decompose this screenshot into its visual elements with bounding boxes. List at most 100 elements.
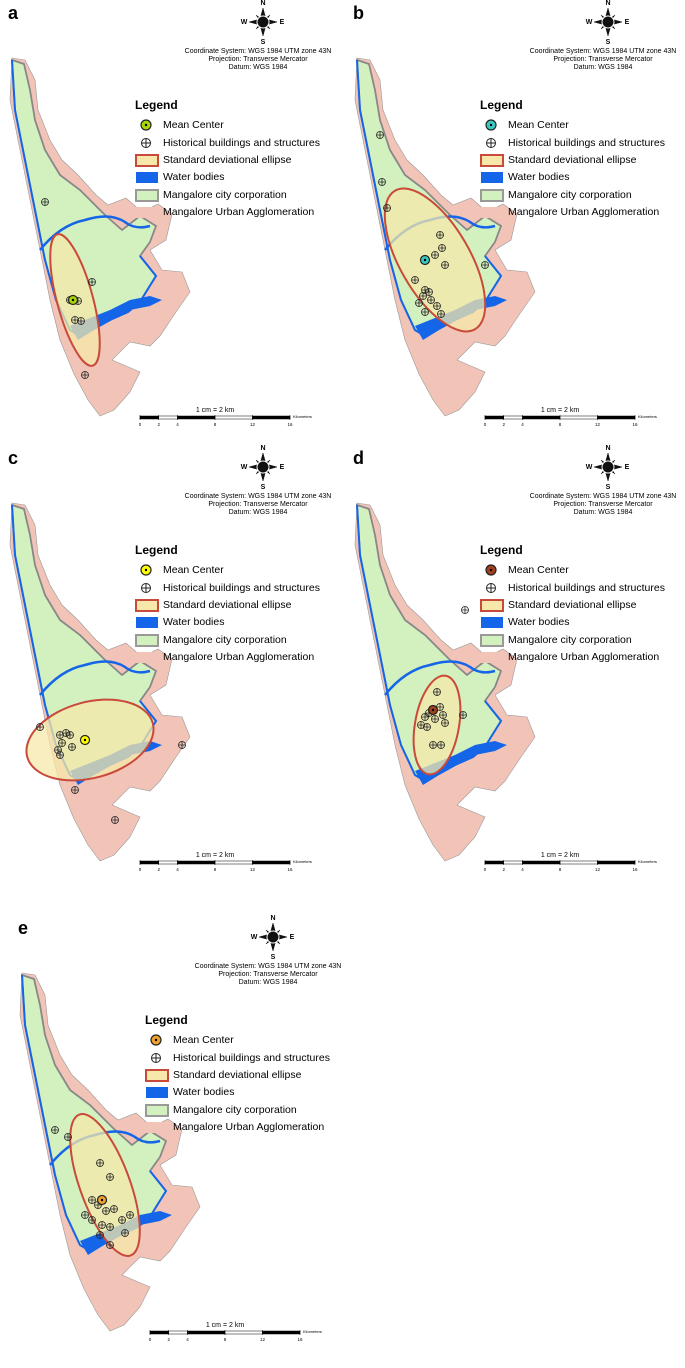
scale-segment: [262, 1330, 301, 1335]
scale-label: 0: [484, 867, 487, 872]
map-info: Projection: Transverse Mercator: [553, 501, 653, 508]
scale-label: 2: [157, 422, 160, 427]
legend-label: Standard deviational ellipse: [163, 599, 292, 611]
legend-label: Historical buildings and structures: [508, 582, 665, 594]
scale-label: 2: [502, 422, 505, 427]
mean-center-dot: [71, 298, 75, 302]
scale-unit: Kilometers: [638, 414, 657, 419]
panel-label: e: [18, 918, 28, 938]
scale-segment: [597, 415, 636, 420]
historical-building-cross: [411, 276, 419, 284]
historical-building-cross: [106, 1173, 114, 1181]
historical-building-cross: [68, 743, 76, 751]
map-panel: a N S E W Coordinate System: WGS 1984 UTM zon…: [8, 0, 331, 427]
compass-star: [258, 922, 288, 952]
historical-building-cross: [178, 741, 186, 749]
historical-building-cross: [41, 198, 49, 206]
compass-letter: N: [605, 0, 610, 7]
legend-swatch: [481, 207, 503, 218]
historical-building-cross: [62, 729, 70, 737]
legend-dot: [144, 568, 148, 572]
legend-title: Legend: [135, 98, 178, 112]
legend-title: Legend: [480, 543, 523, 557]
map-info: Projection: Transverse Mercator: [218, 971, 318, 978]
compass-letter: W: [586, 19, 593, 26]
map-info: Datum: WGS 1984: [229, 64, 288, 71]
panel-label: b: [353, 3, 364, 23]
river-north: [39, 660, 151, 696]
legend-label: Water bodies: [163, 171, 224, 183]
compass: N S E W: [241, 0, 285, 46]
historical-building-cross: [376, 131, 384, 139]
compass-letter: W: [241, 464, 248, 471]
historical-building-cross: [64, 1133, 72, 1141]
scale-segment: [214, 415, 253, 420]
historical-building-cross: [51, 1126, 59, 1134]
scale-label: 4: [176, 867, 179, 872]
historical-building-cross: [121, 1229, 129, 1237]
mean-center-dot: [83, 738, 87, 742]
legend-label: Historical buildings and structures: [508, 137, 665, 149]
map-info: Projection: Transverse Mercator: [208, 501, 308, 508]
legend-label: Mangalore Urban Agglomeration: [508, 206, 659, 218]
historical-building-cross: [421, 713, 429, 721]
compass-letter: W: [586, 464, 593, 471]
compass-letter: S: [606, 39, 611, 46]
compass-ring: [601, 15, 615, 29]
scale-segment: [158, 415, 178, 420]
historical-building-cross: [111, 816, 119, 824]
mean-center-dot: [100, 1198, 104, 1202]
compass: N S E W: [251, 915, 295, 961]
legend-label: Water bodies: [163, 616, 224, 628]
compass-star: [248, 452, 278, 482]
legend-label: Standard deviational ellipse: [173, 1069, 302, 1081]
scale-label: 8: [559, 867, 562, 872]
map-panel: e N S E W Coordinate System: WGS 1984 UTM zon…: [18, 915, 341, 1342]
historical-building-cross: [88, 1196, 96, 1204]
scale-segment: [177, 415, 216, 420]
scale-segment: [503, 415, 523, 420]
scale-label: 12: [260, 1337, 266, 1342]
scale-label: 8: [214, 867, 217, 872]
legend-cross: [141, 138, 151, 148]
compass-letter: E: [625, 464, 630, 471]
scale-label: 8: [214, 422, 217, 427]
historical-building-cross: [81, 371, 89, 379]
historical-building-cross: [429, 741, 437, 749]
legend-label: Mangalore city corporation: [163, 634, 287, 646]
legend-swatch: [480, 189, 504, 202]
historical-building-cross: [126, 1211, 134, 1219]
scale-segment: [177, 860, 216, 865]
scale-text: 1 cm = 2 km: [541, 407, 579, 414]
scale-label: 12: [595, 422, 601, 427]
scale-segment: [187, 1330, 226, 1335]
historical-building-cross: [421, 308, 429, 316]
legend-title: Legend: [480, 98, 523, 112]
legend-swatch: [481, 172, 503, 183]
panel-label: a: [8, 3, 19, 23]
legend-title: Legend: [145, 1013, 188, 1027]
river-north: [384, 660, 496, 696]
scale-label: 16: [287, 867, 293, 872]
legend-cross: [486, 583, 496, 593]
legend-title: Legend: [135, 543, 178, 557]
panel-label: d: [353, 448, 364, 468]
legend-dot: [144, 123, 148, 127]
compass-letter: E: [280, 19, 285, 26]
historical-building-cross: [378, 178, 386, 186]
legend-label: Mangalore Urban Agglomeration: [508, 651, 659, 663]
scale-label: 12: [250, 422, 256, 427]
scale-segment: [597, 860, 636, 865]
historical-building-cross: [419, 292, 427, 300]
compass-letter: N: [270, 915, 275, 922]
legend-label: Historical buildings and structures: [163, 582, 320, 594]
map-panel: b N S E W Coordinate System: WGS 1984 UTM zon…: [353, 0, 676, 427]
legend-label: Standard deviational ellipse: [508, 154, 637, 166]
historical-building-cross: [71, 786, 79, 794]
historical-building-cross: [81, 1211, 89, 1219]
legend-label: Standard deviational ellipse: [163, 154, 292, 166]
historical-building-cross: [102, 1207, 110, 1215]
historical-building-cross: [98, 1221, 106, 1229]
legend-swatch: [136, 617, 158, 628]
scale-unit: Kilometers: [293, 859, 312, 864]
